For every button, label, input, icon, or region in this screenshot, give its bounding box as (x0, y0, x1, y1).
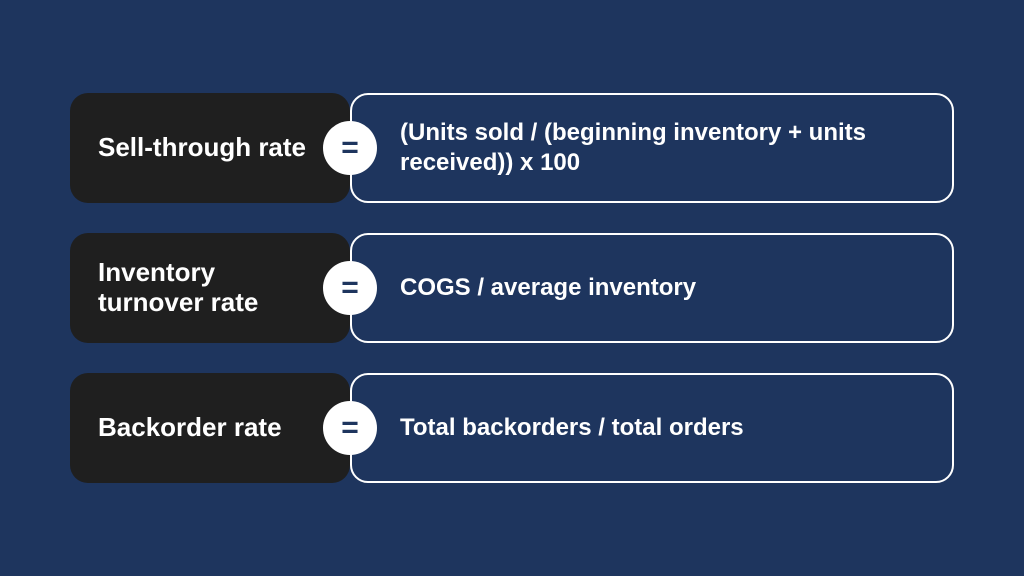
formula-expression: COGS / average inventory (400, 273, 696, 303)
label-box: Backorder rate (70, 373, 350, 483)
formula-row-backorder: Backorder rate = Total backorders / tota… (70, 373, 954, 483)
metric-label: Sell-through rate (98, 133, 306, 163)
equals-symbol: = (341, 273, 359, 303)
equals-badge: = (323, 121, 377, 175)
formula-row-sell-through: Sell-through rate = (Units sold / (begin… (70, 93, 954, 203)
equals-badge: = (323, 401, 377, 455)
formula-box: COGS / average inventory (350, 233, 954, 343)
formula-row-inventory-turnover: Inventory turnover rate = COGS / average… (70, 233, 954, 343)
equals-symbol: = (341, 413, 359, 443)
equals-symbol: = (341, 133, 359, 163)
formula-expression: (Units sold / (beginning inventory + uni… (400, 118, 918, 178)
formula-box: Total backorders / total orders (350, 373, 954, 483)
metric-label: Backorder rate (98, 413, 282, 443)
equals-badge: = (323, 261, 377, 315)
metric-label: Inventory turnover rate (98, 258, 322, 318)
label-box: Inventory turnover rate (70, 233, 350, 343)
formula-box: (Units sold / (beginning inventory + uni… (350, 93, 954, 203)
formula-expression: Total backorders / total orders (400, 413, 744, 443)
label-box: Sell-through rate (70, 93, 350, 203)
